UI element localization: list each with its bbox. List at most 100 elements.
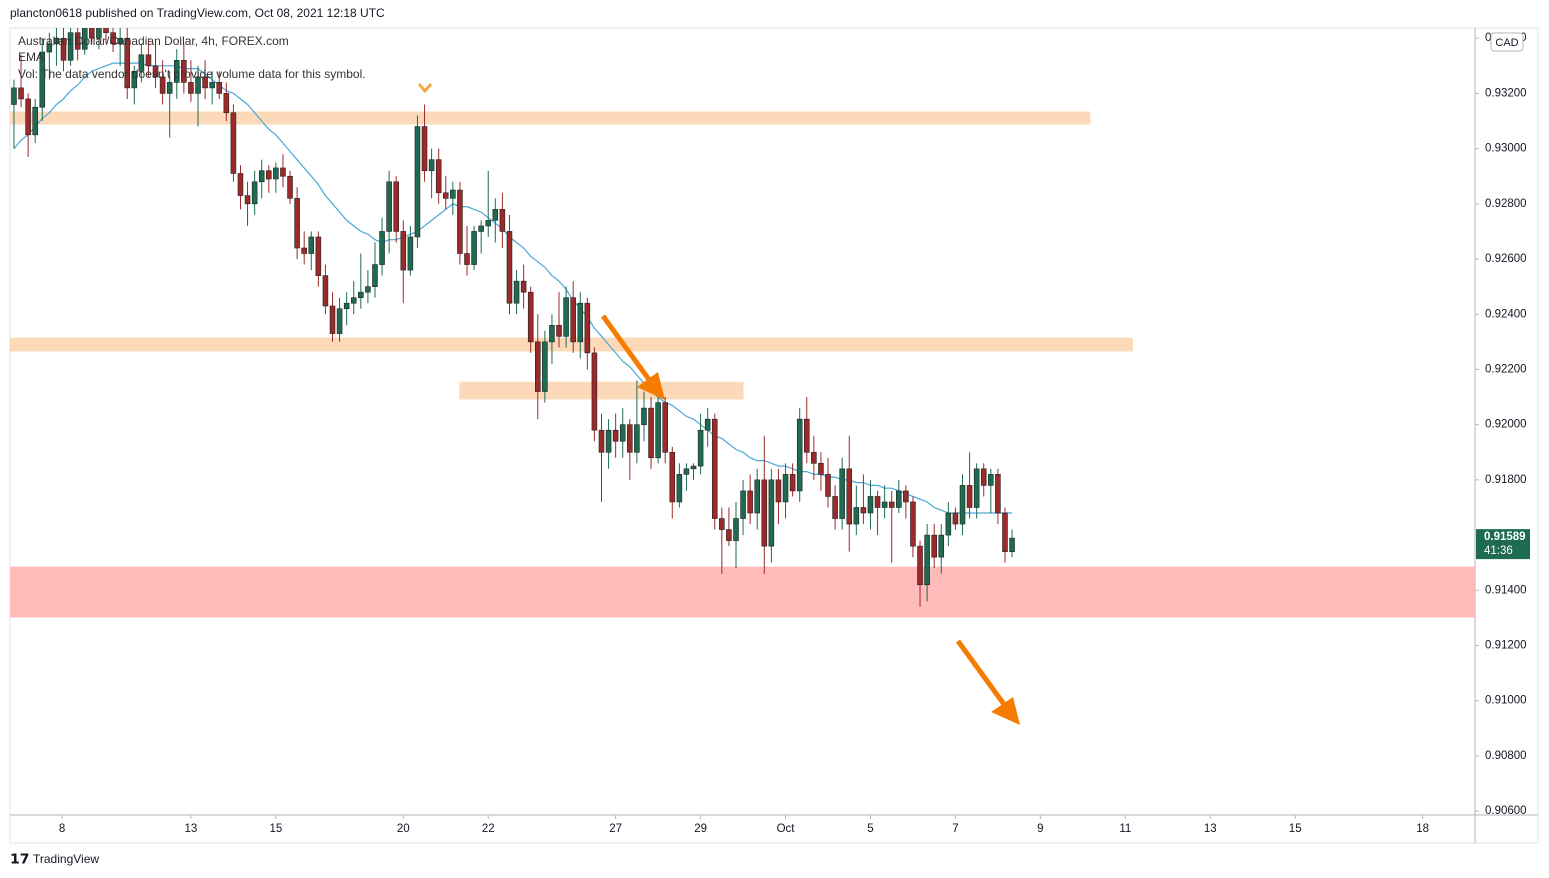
candle-body — [152, 65, 159, 78]
y-tick-label: 0.91000 — [1485, 695, 1527, 707]
currency-badge — [1490, 32, 1524, 52]
x-tick-label: 8 — [59, 823, 65, 835]
candle-body — [18, 87, 24, 100]
candle-body — [1009, 537, 1015, 552]
candle-body — [195, 76, 201, 94]
candle-body — [605, 429, 612, 453]
candle-body — [563, 297, 569, 337]
candle-body — [506, 231, 513, 304]
candle-body — [315, 236, 322, 276]
arrow — [955, 639, 1009, 709]
candle-body — [549, 324, 555, 343]
candle-body — [811, 451, 817, 464]
candle-body — [683, 468, 690, 475]
candle-body — [216, 82, 223, 94]
y-tick-label: 0.93200 — [1485, 87, 1527, 99]
candle-body — [67, 32, 74, 61]
footer: TradingView — [33, 852, 99, 866]
candle-body — [881, 501, 888, 508]
y-tick-label: 0.92400 — [1485, 308, 1527, 320]
candle-body — [931, 534, 937, 558]
candle-body — [535, 341, 541, 392]
current-price: 0.91589 — [1484, 531, 1526, 543]
candle-body — [350, 297, 357, 304]
candle-body — [832, 496, 838, 519]
candle-body — [853, 507, 860, 525]
candle-body — [230, 112, 237, 174]
candle-body — [400, 231, 407, 271]
candle-body — [124, 37, 131, 89]
candle-body — [258, 170, 265, 183]
candle-body — [995, 474, 1001, 514]
candle-body — [789, 474, 796, 492]
candle-body — [145, 54, 152, 67]
y-tick-label: 0.91800 — [1485, 474, 1527, 486]
candle-body — [768, 479, 775, 547]
zone — [10, 111, 1091, 125]
candle-body — [301, 247, 307, 254]
x-tick-label: Oct — [777, 823, 796, 835]
x-tick-label: 15 — [269, 823, 282, 835]
candle-body — [719, 518, 725, 530]
candle-body — [358, 291, 364, 298]
candle-body — [825, 474, 831, 497]
small-arrow — [417, 83, 433, 94]
candle-body — [471, 231, 477, 265]
arrow — [600, 314, 653, 383]
indicator-label: EMA — [18, 50, 44, 64]
arrow-head — [637, 372, 665, 400]
candle-body — [627, 424, 633, 453]
candle-body — [74, 32, 81, 50]
candle-body — [287, 175, 293, 199]
x-tick-label: 7 — [952, 823, 958, 835]
candle-body — [46, 43, 53, 53]
candle-body — [492, 209, 499, 221]
candle-body — [322, 275, 329, 307]
candle-body — [818, 463, 824, 475]
candle-body — [273, 167, 279, 180]
zone — [10, 566, 1475, 618]
x-tick-label: 9 — [1037, 823, 1043, 835]
candle-body — [733, 518, 739, 541]
candle-body — [244, 195, 251, 205]
candle-body — [903, 490, 909, 503]
candle-body — [414, 126, 421, 238]
price-badge — [1476, 529, 1530, 560]
candle-body — [89, 28, 95, 39]
candle-body — [910, 501, 916, 547]
candle-body — [896, 490, 902, 508]
y-tick-label: 0.91400 — [1485, 584, 1527, 596]
candle-body — [188, 82, 194, 94]
header: plancton0618 published on TradingView.co… — [10, 6, 385, 20]
candle-body — [138, 54, 145, 72]
candle-body — [173, 59, 180, 83]
y-tick-label: 0.91200 — [1485, 640, 1527, 652]
candle-body — [867, 496, 874, 514]
candle-body — [591, 352, 598, 431]
candle-body — [53, 37, 60, 45]
x-tick-label: 13 — [1204, 823, 1217, 835]
volume-note: Vol: The data vendor doesn't provide vol… — [18, 67, 366, 81]
candle-body — [336, 308, 343, 334]
candle-body — [846, 468, 853, 525]
candle-body — [223, 93, 230, 114]
candle-body — [945, 512, 952, 536]
candle-body — [343, 302, 350, 310]
candle-body — [726, 529, 732, 541]
candle-body — [697, 429, 704, 467]
candle-body — [704, 418, 711, 431]
x-tick-label: 13 — [185, 823, 198, 835]
candle-body — [280, 167, 286, 177]
candle-body — [428, 159, 435, 172]
candle-body — [796, 418, 803, 492]
candle-body — [209, 82, 215, 89]
candle-body — [938, 534, 945, 558]
candle-body — [952, 512, 959, 525]
candle-body — [556, 324, 562, 337]
candle-body — [478, 225, 484, 232]
candle-body — [32, 106, 38, 136]
candle-body — [485, 220, 492, 227]
candle-body — [329, 305, 336, 334]
candle-body — [570, 297, 576, 343]
candle-body — [775, 479, 782, 503]
